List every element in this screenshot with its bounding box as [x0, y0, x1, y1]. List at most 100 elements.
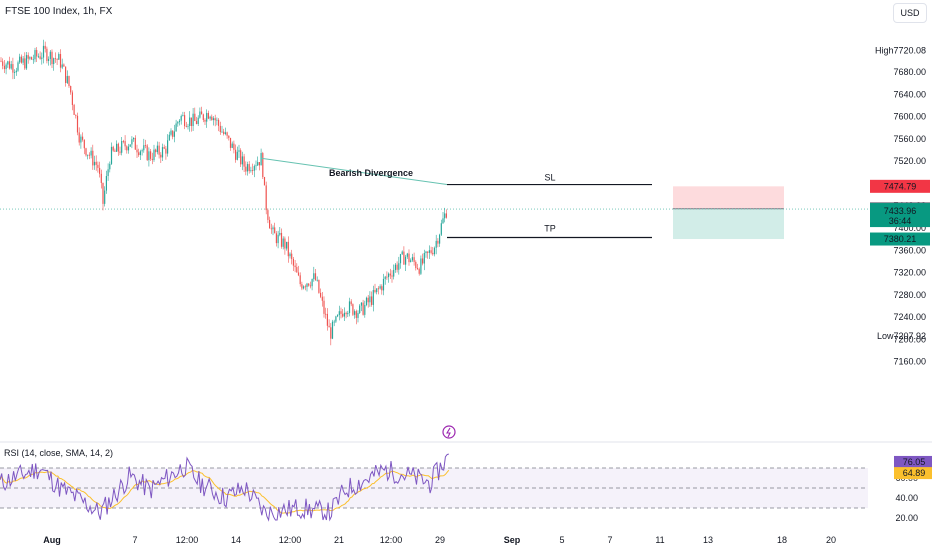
- candle-body: [318, 279, 320, 293]
- last-price-badge: 7433.96: [884, 206, 917, 216]
- time-tick-label: 7: [607, 535, 612, 545]
- candle-body: [214, 118, 216, 121]
- candle-body: [92, 150, 94, 166]
- candle-body: [433, 247, 436, 255]
- candle-body: [177, 122, 179, 124]
- candle-body: [73, 104, 75, 115]
- candle-body: [364, 304, 366, 315]
- candle-body: [394, 264, 396, 270]
- candle-body: [110, 146, 113, 164]
- candle-body: [122, 141, 124, 142]
- candle-body: [172, 130, 174, 137]
- candle-body: [372, 290, 374, 305]
- candle-body: [408, 253, 410, 263]
- candle-body: [93, 161, 96, 166]
- candle-body: [248, 164, 250, 172]
- candle-body: [163, 147, 165, 149]
- candle-body: [224, 132, 226, 134]
- candle-body: [59, 54, 62, 68]
- candle-body: [420, 258, 422, 274]
- candle-body: [233, 143, 235, 150]
- candle-body: [328, 325, 330, 328]
- candle-body: [197, 117, 199, 124]
- candle-body: [440, 223, 442, 235]
- candle-body: [88, 154, 90, 156]
- candle-body: [34, 50, 36, 60]
- candle-body: [252, 170, 254, 172]
- candle-body: [117, 143, 119, 152]
- candles-group: [0, 39, 447, 346]
- candle-body: [121, 141, 123, 153]
- candle-body: [270, 228, 272, 230]
- candle-body: [49, 51, 51, 59]
- candle-body: [348, 301, 351, 313]
- candle-body: [61, 64, 63, 68]
- time-tick-label: 12:00: [279, 535, 302, 545]
- candle-body: [102, 182, 104, 204]
- candle-body: [8, 61, 11, 69]
- candle-body: [282, 238, 284, 247]
- time-tick-label: 21: [334, 535, 344, 545]
- candle-body: [36, 50, 38, 57]
- candle-body: [144, 145, 147, 147]
- candle-body: [124, 141, 126, 147]
- candle-body: [301, 284, 303, 289]
- time-tick-label: 5: [559, 535, 564, 545]
- candle-body: [133, 137, 135, 140]
- candle-body: [32, 59, 34, 61]
- candle-body: [99, 167, 101, 174]
- candle-body: [365, 297, 368, 305]
- time-tick-label: 11: [655, 535, 664, 545]
- candle-body: [272, 227, 274, 230]
- candle-body: [422, 258, 424, 264]
- candle-body: [238, 150, 240, 152]
- lightning-icon: [442, 425, 456, 439]
- candle-body: [141, 150, 143, 152]
- time-tick-label: 20: [826, 535, 836, 545]
- candle-body: [5, 64, 7, 70]
- candle-body: [219, 125, 221, 133]
- candle-body: [376, 288, 378, 293]
- candle-body: [331, 321, 334, 339]
- candle-body: [199, 111, 201, 118]
- candle-body: [277, 234, 279, 244]
- candle-body: [265, 185, 267, 211]
- rsi-tick-label: 40.00: [895, 493, 918, 503]
- candle-body: [206, 112, 208, 122]
- candle-body: [228, 135, 230, 138]
- candle-body: [0, 60, 2, 62]
- candle-body: [337, 315, 339, 317]
- candle-body: [262, 153, 264, 178]
- divergence-label: Bearish Divergence: [329, 168, 413, 178]
- candle-body: [161, 147, 164, 158]
- candle-body: [389, 273, 391, 276]
- low-label: Low: [877, 331, 894, 341]
- candle-body: [347, 312, 349, 315]
- candle-body: [48, 58, 50, 61]
- candle-body: [150, 151, 152, 159]
- candle-body: [308, 283, 310, 286]
- sl-badge: 7474.79: [884, 181, 917, 191]
- candle-body: [257, 162, 259, 166]
- candle-body: [76, 115, 79, 133]
- last-price-badge-bg: [870, 203, 930, 228]
- candle-body: [156, 145, 158, 153]
- candle-body: [221, 131, 223, 133]
- candle-body: [66, 76, 68, 83]
- candle-body: [304, 286, 306, 288]
- candle-body: [54, 58, 56, 60]
- candle-body: [425, 251, 427, 253]
- candle-body: [333, 321, 335, 323]
- candle-body: [393, 269, 395, 277]
- candle-body: [246, 164, 249, 172]
- candle-body: [362, 302, 364, 315]
- candle-body: [241, 156, 243, 165]
- take-profit-zone: [673, 208, 784, 240]
- candle-body: [297, 272, 300, 276]
- candle-body: [187, 125, 189, 127]
- candle-body: [170, 130, 172, 135]
- candle-body: [280, 232, 283, 247]
- currency-button[interactable]: USD: [893, 3, 927, 23]
- candle-body: [260, 153, 262, 166]
